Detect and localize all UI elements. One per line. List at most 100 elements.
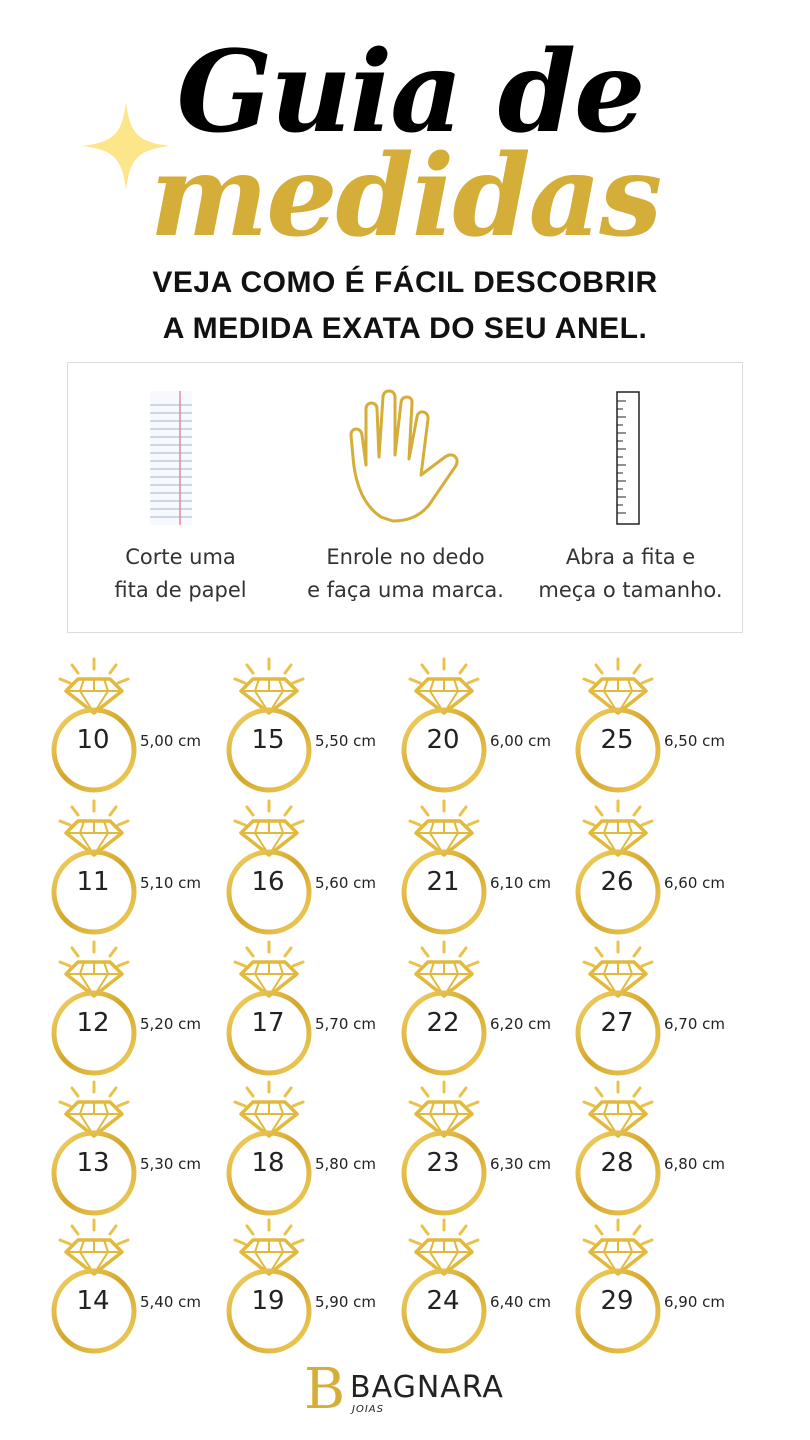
ring-size-number: 14	[76, 1286, 110, 1316]
page-title-line2: medidas	[149, 131, 663, 262]
step-line: Enrole no dedo	[326, 545, 485, 569]
sparkle-icon	[82, 102, 170, 190]
ring-diamond-icon	[401, 799, 487, 935]
ring-diamond-icon	[401, 940, 487, 1076]
ruler-icon	[616, 391, 640, 525]
ring-diamond-icon	[575, 799, 661, 935]
ring-size-item: 15 5,50 cm	[225, 655, 395, 795]
ring-size-cm: 5,60 cm	[315, 874, 377, 892]
ring-size-cm: 5,00 cm	[140, 732, 202, 750]
ring-size-number: 18	[251, 1148, 285, 1178]
ring-size-cm: 6,40 cm	[490, 1293, 552, 1311]
ring-diamond-icon	[51, 657, 137, 793]
ring-size-cm: 5,80 cm	[315, 1155, 377, 1173]
step-line: e faça uma marca.	[307, 578, 504, 602]
ring-size-number: 24	[426, 1286, 460, 1316]
ring-diamond-icon	[51, 1218, 137, 1354]
ring-size-number: 19	[251, 1286, 285, 1316]
ring-size-number: 12	[76, 1008, 110, 1038]
ring-size-item: 23 6,30 cm	[400, 1078, 570, 1218]
ring-size-item: 22 6,20 cm	[400, 938, 570, 1078]
ring-size-number: 16	[251, 867, 285, 897]
ring-size-cm: 6,00 cm	[490, 732, 552, 750]
step-line: meça o tamanho.	[538, 578, 723, 602]
ring-size-cm: 6,30 cm	[490, 1155, 552, 1173]
ring-size-number: 20	[426, 725, 460, 755]
ring-diamond-icon	[401, 657, 487, 793]
brand-tagline: JOIAS	[352, 1404, 384, 1415]
step-line: Abra a fita e	[565, 545, 696, 569]
ring-size-cm: 5,30 cm	[140, 1155, 202, 1173]
ring-diamond-icon	[575, 1080, 661, 1216]
steps-panel: Corte uma fita de papel Enrole no dedo e…	[67, 362, 743, 633]
ring-size-number: 13	[76, 1148, 110, 1178]
ring-diamond-icon	[226, 657, 312, 793]
ring-diamond-icon	[226, 1080, 312, 1216]
ring-diamond-icon	[51, 1080, 137, 1216]
ring-size-number: 22	[426, 1008, 460, 1038]
ring-size-number: 11	[76, 867, 110, 897]
ring-size-number: 17	[251, 1008, 285, 1038]
ring-size-cm: 5,40 cm	[140, 1293, 202, 1311]
hand-icon	[349, 389, 459, 523]
ring-size-cm: 5,70 cm	[315, 1015, 377, 1033]
brand-monogram: B	[304, 1357, 346, 1422]
ring-size-cm: 6,70 cm	[664, 1015, 726, 1033]
brand-name: BAGNARA	[350, 1370, 504, 1405]
ring-diamond-icon	[51, 940, 137, 1076]
step-measure: Abra a fita e meça o tamanho.	[518, 363, 743, 634]
ring-size-number: 15	[251, 725, 285, 755]
step-cut-paper: Corte uma fita de papel	[68, 363, 293, 634]
ring-size-cm: 6,80 cm	[664, 1155, 726, 1173]
brand-logo: B BAGNARA JOIAS	[300, 1357, 503, 1428]
ring-size-item: 13 5,30 cm	[50, 1078, 220, 1218]
ring-size-item: 27 6,70 cm	[574, 938, 744, 1078]
ring-diamond-icon	[575, 1218, 661, 1354]
ring-size-item: 16 5,60 cm	[225, 797, 395, 937]
step-text: Abra a fita e meça o tamanho.	[518, 541, 743, 607]
ring-size-item: 10 5,00 cm	[50, 655, 220, 795]
ring-size-cm: 6,10 cm	[490, 874, 552, 892]
ring-size-number: 25	[600, 725, 634, 755]
ring-size-item: 26 6,60 cm	[574, 797, 744, 937]
ring-size-cm: 6,20 cm	[490, 1015, 552, 1033]
ring-size-item: 12 5,20 cm	[50, 938, 220, 1078]
ring-diamond-icon	[575, 657, 661, 793]
notebook-paper-icon	[150, 391, 192, 525]
ring-size-number: 21	[426, 867, 460, 897]
ring-size-number: 23	[426, 1148, 460, 1178]
ring-size-item: 17 5,70 cm	[225, 938, 395, 1078]
ring-size-item: 20 6,00 cm	[400, 655, 570, 795]
subtitle-line1: VEJA COMO É FÁCIL DESCOBRIR	[152, 266, 658, 299]
ring-diamond-icon	[226, 1218, 312, 1354]
step-wrap-finger: Enrole no dedo e faça uma marca.	[293, 363, 518, 634]
ring-size-cm: 6,60 cm	[664, 874, 726, 892]
ring-size-cm: 5,90 cm	[315, 1293, 377, 1311]
ring-size-cm: 5,20 cm	[140, 1015, 202, 1033]
step-line: Corte uma	[125, 545, 236, 569]
ring-diamond-icon	[226, 940, 312, 1076]
ring-size-item: 18 5,80 cm	[225, 1078, 395, 1218]
ring-size-item: 21 6,10 cm	[400, 797, 570, 937]
ring-diamond-icon	[401, 1080, 487, 1216]
step-text: Enrole no dedo e faça uma marca.	[293, 541, 518, 607]
ring-size-number: 28	[600, 1148, 634, 1178]
ring-size-item: 25 6,50 cm	[574, 655, 744, 795]
ring-size-cm: 6,50 cm	[664, 732, 726, 750]
ring-diamond-icon	[575, 940, 661, 1076]
ring-size-cm: 5,10 cm	[140, 874, 202, 892]
ring-size-item: 24 6,40 cm	[400, 1216, 570, 1356]
ring-size-number: 29	[600, 1286, 634, 1316]
ring-size-item: 11 5,10 cm	[50, 797, 220, 937]
ring-size-item: 29 6,90 cm	[574, 1216, 744, 1356]
ring-size-item: 28 6,80 cm	[574, 1078, 744, 1218]
ring-diamond-icon	[226, 799, 312, 935]
ring-size-number: 10	[76, 725, 110, 755]
ring-size-item: 19 5,90 cm	[225, 1216, 395, 1356]
page-title-line1: Guia de	[176, 27, 646, 158]
subtitle-line2: A MEDIDA EXATA DO SEU ANEL.	[162, 312, 648, 345]
step-text: Corte uma fita de papel	[68, 541, 293, 607]
ring-diamond-icon	[51, 799, 137, 935]
step-line: fita de papel	[114, 578, 247, 602]
ring-size-number: 26	[600, 867, 634, 897]
